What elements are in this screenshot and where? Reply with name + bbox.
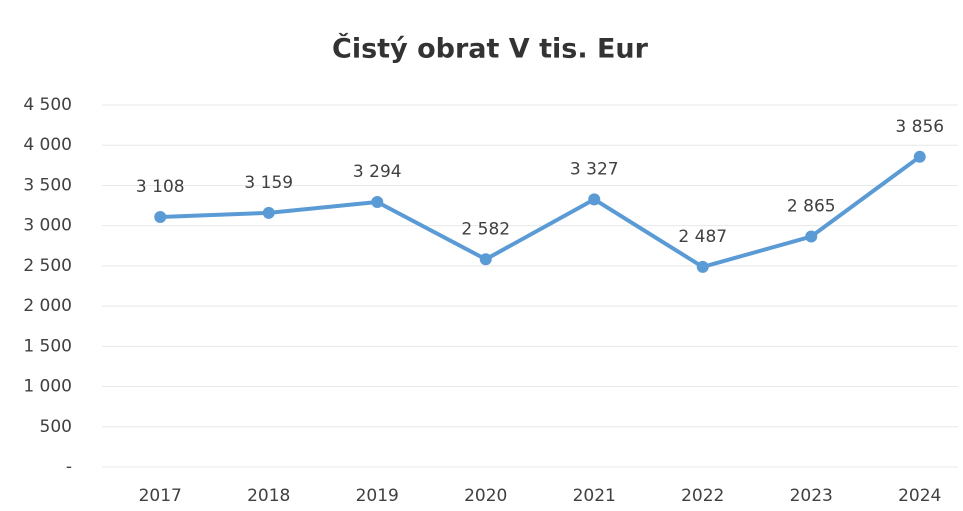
marker <box>588 193 601 206</box>
data-label: 3 294 <box>353 162 402 182</box>
y-tick-label: 2 500 <box>23 256 72 276</box>
y-tick-label: 1 500 <box>23 336 72 356</box>
data-label: 2 487 <box>678 227 727 247</box>
x-tick-label: 2018 <box>247 486 290 506</box>
marker <box>913 150 926 163</box>
chart-title: Čistý obrat V tis. Eur <box>332 33 649 65</box>
x-tick-label: 2020 <box>464 486 507 506</box>
x-tick-label: 2019 <box>356 486 399 506</box>
marker <box>696 260 709 273</box>
marker <box>154 210 167 223</box>
marker <box>262 206 275 219</box>
y-tick-label: 3 500 <box>23 175 72 195</box>
y-tick-label: 4 000 <box>23 135 72 155</box>
x-tick-label: 2017 <box>139 486 182 506</box>
marker <box>479 253 492 266</box>
data-label: 2 582 <box>461 219 510 239</box>
y-tick-label: 1 000 <box>23 377 72 397</box>
data-label: 2 865 <box>787 197 836 217</box>
y-tick-label: - <box>66 457 72 477</box>
data-label: 3 108 <box>136 177 185 197</box>
x-tick-label: 2022 <box>681 486 724 506</box>
y-tick-label: 3 000 <box>23 216 72 236</box>
x-tick-label: 2021 <box>573 486 616 506</box>
x-tick-label: 2023 <box>790 486 833 506</box>
y-tick-label: 500 <box>40 417 72 437</box>
data-label: 3 159 <box>244 173 293 193</box>
x-tick-label: 2024 <box>898 486 941 506</box>
data-label: 3 327 <box>570 159 619 179</box>
marker <box>805 230 818 243</box>
marker <box>371 196 384 209</box>
data-label: 3 856 <box>895 117 944 137</box>
y-tick-label: 4 500 <box>23 95 72 115</box>
line <box>160 155 921 269</box>
y-tick-label: 2 000 <box>23 296 72 316</box>
